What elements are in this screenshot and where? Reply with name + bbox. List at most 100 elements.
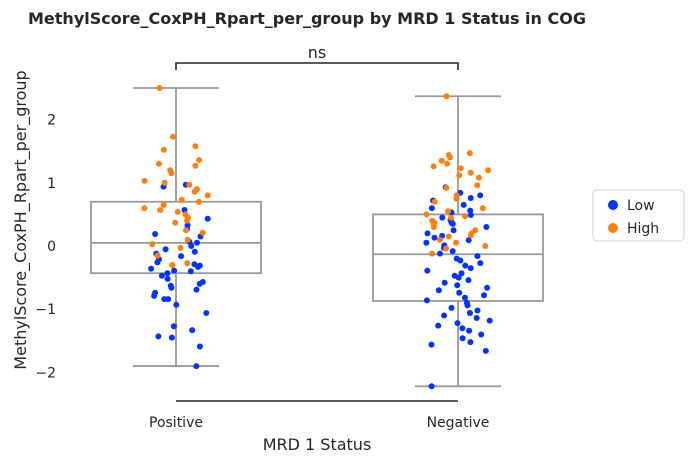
point-high	[156, 85, 163, 91]
point-low	[164, 270, 171, 277]
point-high	[447, 154, 454, 161]
y-tick-label: 0	[47, 239, 56, 255]
point-high	[172, 219, 179, 226]
point-high	[438, 157, 445, 164]
point-high	[169, 262, 176, 268]
point-low	[454, 320, 461, 327]
point-low	[424, 230, 431, 237]
point-low	[148, 265, 155, 272]
point-high	[170, 133, 176, 140]
point-low	[450, 227, 457, 234]
point-high	[196, 198, 202, 205]
point-low	[173, 301, 180, 308]
point-high	[141, 205, 148, 212]
point-low	[455, 274, 462, 281]
series-low	[148, 181, 493, 390]
point-low	[164, 275, 171, 282]
point-high	[160, 201, 167, 208]
x-tick-label-positive: Positive	[149, 415, 203, 431]
point-low	[168, 284, 175, 291]
point-high	[196, 157, 203, 163]
point-low	[178, 253, 185, 260]
point-high	[178, 196, 185, 203]
point-low	[428, 205, 435, 212]
point-high	[430, 224, 437, 230]
point-low	[467, 195, 474, 201]
point-high	[157, 207, 164, 213]
point-high	[445, 208, 452, 215]
point-low	[478, 331, 485, 338]
point-low	[203, 310, 210, 316]
point-low	[170, 323, 177, 330]
point-low	[437, 250, 443, 257]
point-low	[466, 327, 473, 334]
y-tick-label: −1	[35, 302, 56, 318]
point-high	[443, 184, 450, 191]
point-low	[483, 224, 490, 230]
point-low	[165, 296, 172, 303]
x-axis-label: MRD 1 Status	[263, 435, 372, 454]
point-high	[156, 160, 162, 167]
point-low	[431, 234, 438, 241]
point-high	[468, 232, 474, 239]
point-high	[183, 227, 189, 234]
y-tick-label: 1	[47, 176, 56, 192]
point-low	[171, 267, 178, 274]
legend-marker-low	[608, 200, 618, 210]
legend: Low High	[592, 189, 685, 242]
point-low	[196, 280, 203, 287]
point-high	[192, 143, 199, 150]
point-low	[477, 260, 484, 267]
point-high	[482, 243, 489, 249]
x-tick-label-negative: Negative	[427, 415, 490, 431]
point-high	[177, 244, 184, 251]
point-low	[465, 277, 472, 284]
y-tick-label: −2	[35, 365, 56, 381]
point-low	[441, 312, 448, 319]
point-low	[158, 272, 165, 279]
point-high	[443, 93, 450, 100]
point-low	[435, 287, 442, 294]
point-high	[453, 239, 460, 246]
point-high	[430, 163, 437, 170]
point-high	[174, 208, 181, 215]
point-low	[154, 259, 161, 266]
point-low	[195, 263, 201, 270]
y-axis-label: MethylScore_CoxPH_Rpart_per_group	[11, 70, 31, 369]
point-low	[189, 327, 196, 334]
point-low	[456, 289, 463, 296]
point-low	[467, 265, 474, 272]
point-low	[486, 317, 493, 324]
point-low	[465, 237, 472, 244]
point-low	[424, 267, 431, 274]
significance-bracket: ns	[175, 43, 459, 70]
point-low	[473, 315, 480, 321]
strip-points	[141, 85, 493, 390]
point-high	[423, 211, 430, 218]
point-high	[467, 169, 474, 176]
point-low	[191, 248, 198, 255]
point-low	[481, 292, 487, 299]
point-low	[449, 248, 456, 255]
point-low	[467, 207, 474, 214]
point-low	[477, 192, 484, 199]
point-low	[462, 262, 469, 269]
point-low	[423, 297, 430, 304]
point-high	[448, 214, 454, 221]
point-low	[474, 307, 481, 314]
point-low	[467, 212, 474, 218]
point-low	[162, 246, 169, 253]
point-high	[479, 205, 486, 212]
point-high	[444, 160, 451, 167]
point-high	[456, 172, 463, 179]
point-low	[194, 239, 200, 246]
point-high	[462, 213, 468, 220]
boxes	[90, 87, 544, 388]
x-ticks: Positive Negative	[149, 415, 489, 431]
point-high	[161, 179, 168, 186]
point-low	[188, 243, 195, 249]
chart-title: MethylScore_CoxPH_Rpart_per_group by MRD…	[28, 9, 586, 28]
point-high	[184, 217, 190, 224]
point-high	[199, 229, 206, 236]
